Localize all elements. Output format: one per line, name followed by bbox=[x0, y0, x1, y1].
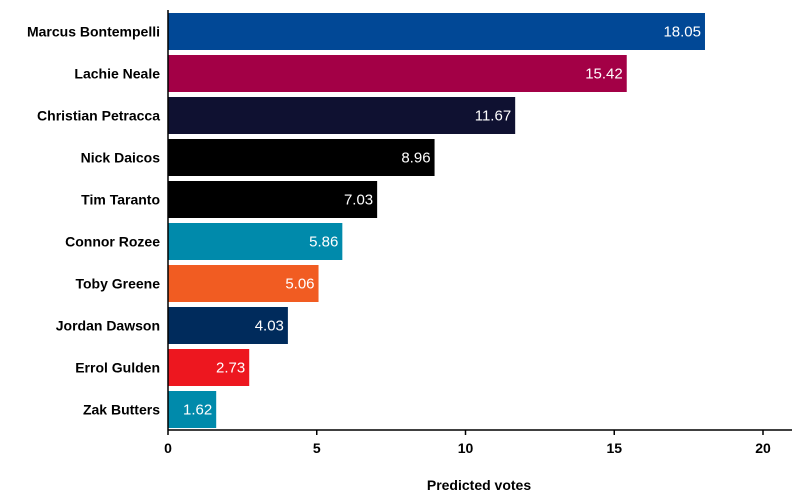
category-label-toby-greene: Toby Greene bbox=[75, 276, 160, 292]
category-labels: Marcus Bontempelli Lachie Neale Christian … bbox=[27, 24, 160, 418]
category-label-christian-petracca: Christian Petracca bbox=[37, 108, 160, 124]
value-label-christian-petracca: 11.67 bbox=[475, 108, 511, 125]
category-label-nick-daicos: Nick Daicos bbox=[81, 150, 161, 166]
value-label-jordan-dawson: 4.03 bbox=[255, 318, 284, 335]
bar-toby-greene bbox=[168, 265, 319, 302]
category-label-lachie-neale: Lachie Neale bbox=[74, 66, 160, 82]
bar-connor-rozee bbox=[168, 223, 343, 260]
x-axis: 0 5 10 15 20 bbox=[164, 10, 792, 456]
value-label-nick-daicos: 8.96 bbox=[401, 150, 430, 167]
x-tick-label-20: 20 bbox=[755, 440, 771, 456]
bar-nick-daicos bbox=[168, 139, 435, 176]
x-tick-label-15: 15 bbox=[606, 440, 622, 456]
category-label-jordan-dawson: Jordan Dawson bbox=[56, 318, 160, 334]
value-label-lachie-neale: 15.42 bbox=[585, 66, 623, 83]
value-label-marcus-bontempelli: 18.05 bbox=[663, 24, 701, 41]
value-label-tim-taranto: 7.03 bbox=[344, 192, 373, 209]
value-label-connor-rozee: 5.86 bbox=[309, 234, 338, 251]
category-label-marcus-bontempelli: Marcus Bontempelli bbox=[27, 24, 160, 40]
category-label-tim-taranto: Tim Taranto bbox=[81, 192, 160, 208]
x-tick-label-0: 0 bbox=[164, 440, 172, 456]
x-tick-label-10: 10 bbox=[458, 440, 474, 456]
bar-christian-petracca bbox=[168, 97, 516, 134]
bar-marcus-bontempelli bbox=[168, 13, 705, 50]
value-label-errol-gulden: 2.73 bbox=[216, 360, 245, 377]
bar-tim-taranto bbox=[168, 181, 378, 218]
category-label-errol-gulden: Errol Gulden bbox=[75, 360, 160, 376]
x-axis-title: Predicted votes bbox=[427, 477, 531, 493]
bar-zak-butters bbox=[168, 391, 217, 428]
bars-layer: 18.05 15.42 11.67 8.96 7.03 5.86 5.06 4.03 2.73 1… bbox=[168, 13, 705, 428]
x-tick-label-5: 5 bbox=[313, 440, 321, 456]
bar-jordan-dawson bbox=[168, 307, 288, 344]
bar-lachie-neale bbox=[168, 55, 627, 92]
category-label-connor-rozee: Connor Rozee bbox=[65, 234, 160, 250]
value-label-zak-butters: 1.62 bbox=[183, 402, 212, 419]
value-label-toby-greene: 5.06 bbox=[285, 276, 314, 293]
bar-errol-gulden bbox=[168, 349, 250, 386]
category-label-zak-butters: Zak Butters bbox=[83, 402, 160, 418]
